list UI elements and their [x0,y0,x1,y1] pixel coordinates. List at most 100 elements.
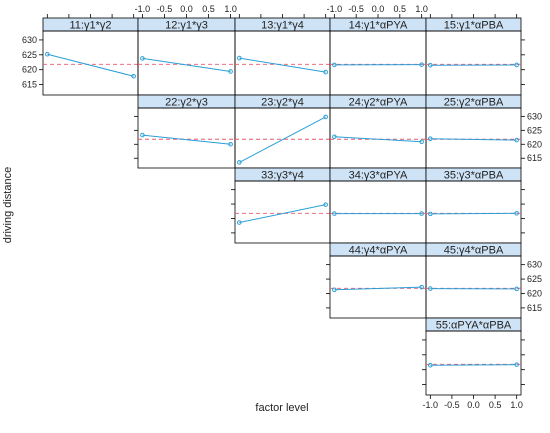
series-line [239,204,326,224]
data-point-high [514,62,519,68]
x-tick-label: 0.5 [394,4,407,14]
data-point-low [140,132,145,138]
panel-frame [425,180,522,244]
panel-strip-label: 34:γ3*αPYA [349,170,408,182]
panel-33:γ3*γ4: 33:γ3*γ4 [234,167,331,244]
panel-frame [234,107,331,169]
y-tick-label: 630 [22,35,37,45]
data-point-low [45,51,50,57]
data-point-high [514,286,519,292]
data-point-low [428,362,433,368]
data-point-high [514,137,519,143]
data-point-low [332,211,337,216]
data-point-low [428,62,433,68]
data-point-high [419,211,424,216]
x-tick-label: 0.5 [202,4,215,14]
x-tick-label: 1.0 [510,400,523,410]
axes-layer: -1.0 -0.5 0.0 0.5 1.0 -1.0 -0.5 0.0 0.5 1.0 -1.0 -0… [22,4,542,410]
panel-35:γ3*αPBA: 35:γ3*αPBA [425,167,522,244]
panel-strip-label: 15:γ1*αPBA [444,20,504,32]
data-point-low [428,136,433,141]
panel-frame [137,30,236,96]
panels-layer: 11:γ1*γ2 12:γ1*γ3 13:γ1*γ4 14:γ1*αPYA 15:γ1*… [42,17,522,396]
panel-strip-label: 11:γ1*γ2 [70,20,112,32]
x-tick-label: -0.5 [444,400,460,410]
data-point-high [419,284,424,290]
panel-strip-label: 45:γ4*αPBA [444,245,504,257]
data-point-high [419,139,424,145]
data-point-high [323,69,328,75]
panel-11:γ1*γ2: 11:γ1*γ2 [42,17,139,96]
x-tick-label: 0.0 [372,4,385,14]
data-point-low [237,220,242,225]
panel-frame [42,30,139,96]
panel-frame [137,107,236,169]
panel-23:γ2*γ4: 23:γ2*γ4 [234,94,331,169]
x-axis-title: factor level [255,402,308,414]
series-line [334,286,422,291]
data-point-high [419,62,424,67]
y-tick-label: 625 [527,274,542,284]
panel-strip-label: 14:γ1*αPYA [349,20,408,32]
panel-strip-label: 25:γ2*αPBA [444,97,504,109]
panel-frame [234,180,331,244]
panel-44:γ4*αPYA: 44:γ4*αPYA [329,242,427,319]
data-point-low [140,56,145,61]
data-point-low [237,55,242,61]
series-line [334,136,422,143]
panel-strip-label: 23:γ2*γ4 [261,97,304,109]
y-tick-label: 615 [22,80,37,90]
panel-frame [329,107,427,169]
x-tick-label: -0.5 [348,4,364,14]
data-point-high [323,114,328,120]
panel-24:γ2*αPYA: 24:γ2*αPYA [329,94,427,169]
panel-14:γ1*αPYA: 14:γ1*αPYA [329,17,427,96]
panel-strip-label: 33:γ3*γ4 [261,170,304,182]
y-tick-label: 615 [527,303,542,313]
y-tick-label: 630 [527,260,542,270]
x-tick-label: 1.0 [415,4,428,14]
data-point-high [131,73,136,79]
panel-strip-label: 12:γ1*γ3 [165,20,208,32]
panel-strip-label: 44:γ4*αPYA [349,245,408,257]
y-tick-label: 625 [527,125,542,135]
y-tick-label: 620 [527,288,542,298]
panel-13:γ1*γ4: 13:γ1*γ4 [234,17,331,96]
y-axis-title: driving distance [2,167,14,243]
data-point-high [323,202,328,207]
y-tick-label: 630 [527,111,542,121]
panel-22:γ2*γ3: 22:γ2*γ3 [137,94,236,169]
panel-frame [425,255,522,319]
data-point-low [332,62,337,68]
panel-34:γ3*αPYA: 34:γ3*αPYA [329,167,427,244]
x-tick-label: 0.0 [467,400,480,410]
panel-strip-label: 13:γ1*γ4 [261,20,304,32]
panel-12:γ1*γ3: 12:γ1*γ3 [137,17,236,96]
data-point-high [228,69,233,74]
x-tick-label: -1.0 [423,400,439,410]
data-point-high [514,210,519,216]
data-point-high [228,141,233,147]
panel-frame [425,107,522,169]
y-tick-label: 625 [22,50,37,60]
panel-55:αPYA*αPBA: 55:αPYA*αPBA [425,317,522,396]
series-line [430,138,517,141]
series-line [239,116,326,163]
series-line [142,57,231,72]
panel-frame [425,30,522,96]
panel-25:γ2*αPBA: 25:γ2*αPBA [425,94,522,169]
x-tick-label: -0.5 [157,4,173,14]
data-point-low [428,286,433,291]
series-line [142,134,231,145]
x-tick-label: 0.0 [180,4,193,14]
x-tick-label: 1.0 [224,4,237,14]
panel-strip-label: 24:γ2*αPYA [349,97,408,109]
panel-frame [425,330,522,396]
y-tick-label: 620 [22,65,37,75]
data-point-low [332,287,337,293]
y-tick-label: 620 [527,139,542,149]
series-line [430,212,517,215]
panel-frame [234,30,331,96]
data-point-high [514,362,519,367]
